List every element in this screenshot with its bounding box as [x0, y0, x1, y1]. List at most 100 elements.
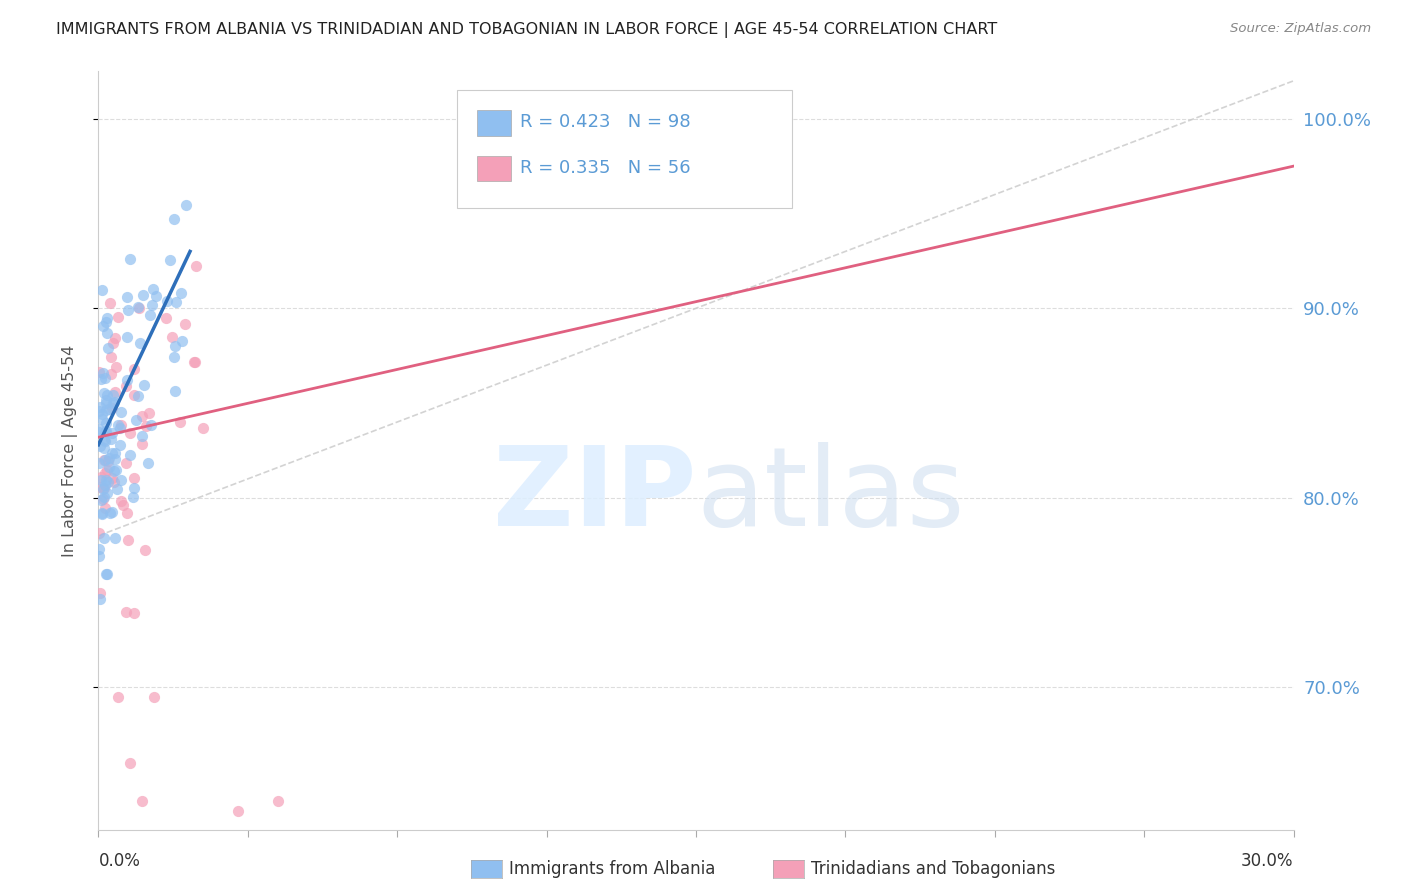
Point: [91, 318, 114, 333]
Point: [155, 310, 177, 325]
Point: [98, 450, 121, 465]
Point: [165, 295, 187, 310]
Point: [94, 566, 117, 581]
Point: [128, 301, 150, 316]
Point: [226, 804, 249, 818]
Point: [91, 482, 114, 496]
Point: [170, 286, 193, 301]
Point: [90, 412, 112, 426]
Point: [143, 690, 166, 704]
Point: [96, 326, 118, 340]
Text: ZIP: ZIP: [492, 442, 696, 549]
Text: 0.0%: 0.0%: [98, 852, 141, 871]
Point: [141, 298, 163, 312]
Point: [114, 378, 136, 392]
Point: [91, 366, 114, 380]
Point: [127, 388, 149, 402]
Point: [107, 690, 129, 704]
Point: [160, 330, 183, 344]
Point: [89, 456, 111, 470]
Point: [142, 282, 165, 296]
Point: [105, 359, 128, 374]
Point: [89, 404, 111, 418]
Point: [100, 446, 122, 460]
Point: [93, 385, 115, 400]
Point: [107, 417, 129, 432]
Point: [104, 451, 127, 466]
FancyBboxPatch shape: [457, 90, 792, 208]
Point: [132, 288, 155, 302]
Point: [145, 289, 167, 303]
Text: Trinidadians and Tobagonians: Trinidadians and Tobagonians: [811, 860, 1056, 878]
Point: [98, 402, 121, 417]
Point: [101, 506, 124, 520]
Point: [115, 605, 138, 619]
Point: [135, 419, 157, 434]
Point: [89, 439, 111, 453]
Point: [93, 531, 115, 545]
Point: [97, 454, 120, 468]
Point: [89, 586, 111, 600]
Point: [127, 300, 149, 314]
Point: [94, 473, 117, 487]
Point: [94, 434, 117, 448]
Point: [111, 498, 134, 512]
Point: [93, 490, 115, 504]
Point: [128, 335, 150, 350]
Point: [159, 253, 181, 268]
Point: [94, 417, 117, 431]
Text: IMMIGRANTS FROM ALBANIA VS TRINIDADIAN AND TOBAGONIAN IN LABOR FORCE | AGE 45-54: IMMIGRANTS FROM ALBANIA VS TRINIDADIAN A…: [56, 22, 997, 38]
Point: [103, 395, 125, 409]
Point: [96, 387, 118, 401]
Point: [117, 533, 139, 547]
Point: [267, 794, 290, 808]
Point: [89, 549, 111, 563]
Point: [107, 310, 129, 325]
Point: [103, 464, 125, 478]
Point: [184, 355, 207, 369]
Point: [94, 453, 117, 467]
Point: [90, 493, 112, 508]
Point: [97, 475, 120, 489]
Point: [110, 405, 132, 419]
Text: 30.0%: 30.0%: [1241, 852, 1294, 871]
Point: [90, 470, 112, 484]
Point: [96, 311, 118, 326]
Point: [93, 452, 115, 467]
Point: [156, 293, 179, 308]
Text: R = 0.423   N = 98: R = 0.423 N = 98: [520, 113, 690, 131]
Point: [165, 384, 187, 399]
Point: [115, 373, 138, 387]
Point: [120, 252, 142, 266]
Point: [131, 428, 153, 442]
Point: [120, 425, 142, 440]
Point: [91, 283, 114, 297]
Point: [100, 506, 122, 520]
Point: [94, 466, 117, 480]
Point: [141, 417, 163, 432]
Point: [131, 794, 153, 808]
Point: [100, 432, 122, 446]
Point: [191, 421, 214, 435]
Point: [120, 448, 142, 462]
Point: [91, 407, 114, 421]
Point: [163, 351, 186, 365]
Point: [132, 378, 155, 392]
Point: [183, 355, 205, 369]
Point: [93, 481, 115, 495]
Point: [165, 339, 187, 353]
Point: [100, 350, 122, 364]
Point: [90, 473, 112, 487]
Point: [89, 480, 111, 494]
Point: [98, 296, 121, 310]
Point: [97, 460, 120, 475]
Point: [96, 396, 118, 410]
Point: [103, 445, 125, 459]
Point: [104, 532, 127, 546]
FancyBboxPatch shape: [477, 110, 510, 136]
Text: Immigrants from Albania: Immigrants from Albania: [509, 860, 716, 878]
Point: [91, 507, 114, 521]
Point: [101, 335, 124, 350]
Point: [115, 330, 138, 344]
Point: [131, 437, 153, 451]
